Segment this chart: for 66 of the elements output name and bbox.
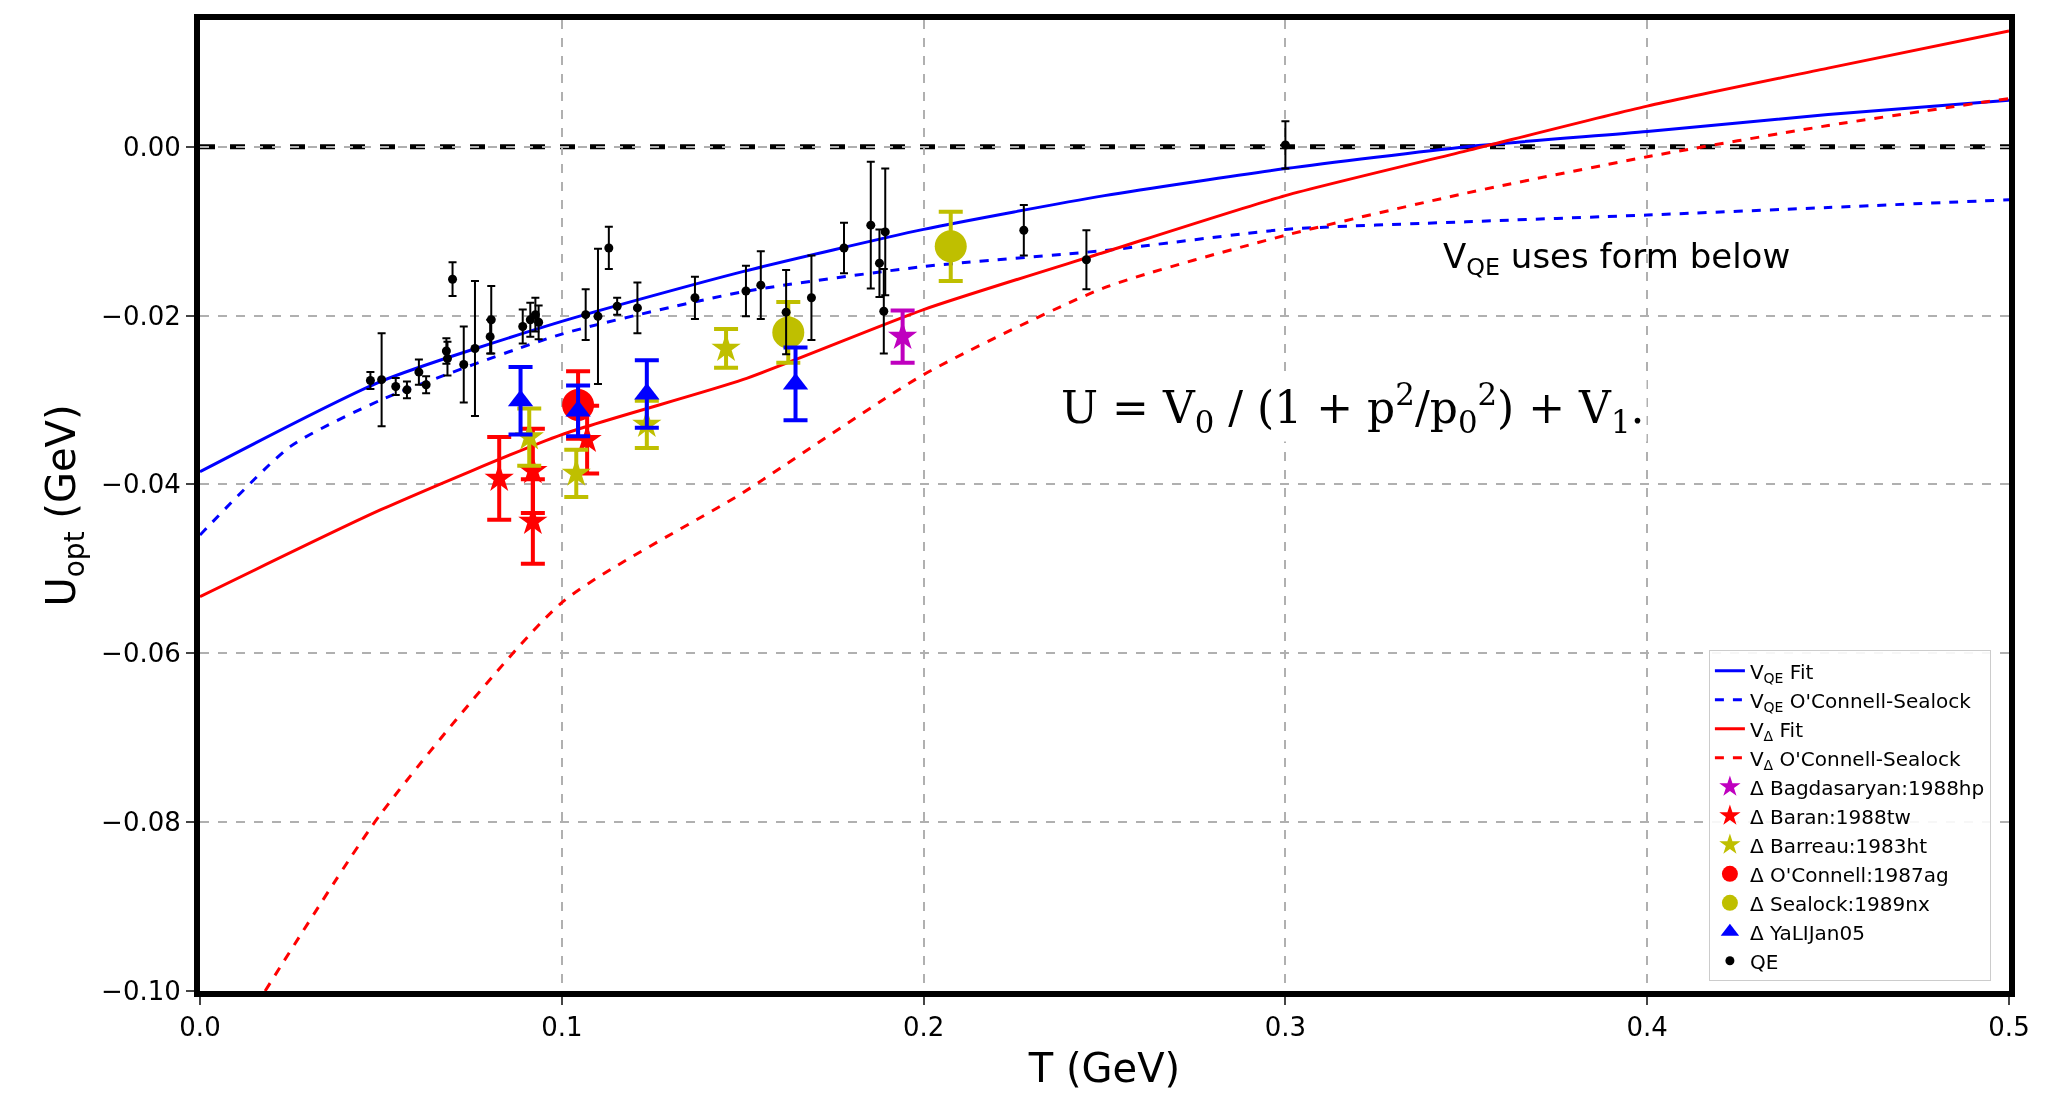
y-tick-label: 0.00 [122,131,181,162]
legend-label: Δ O'Connell:1987ag [1749,862,1949,887]
legend-label: V$_{Δ}$ O'Connell-Sealock [1749,746,1962,773]
point [866,220,876,230]
y-tick-label: −0.08 [101,807,181,838]
point [448,274,458,284]
point [421,380,431,390]
point [1019,225,1029,235]
x-tick-label: 0.4 [1626,1012,1668,1043]
y-tick-label: −0.10 [101,976,181,1007]
point [879,306,889,316]
point [1280,140,1290,150]
y-tick-label: −0.06 [101,638,181,669]
legend-label: Δ Baran:1988tw [1749,804,1911,829]
point [485,332,495,342]
point [593,311,603,321]
legend-label: Δ Sealock:1989nx [1749,891,1930,916]
point [690,293,700,303]
point [772,316,805,349]
y-tick-label: −0.02 [101,300,181,331]
x-axis-title: T (GeV) [1027,1045,1181,1092]
line-series [200,98,2009,474]
line-series [200,29,2009,599]
point [806,293,816,303]
point [880,227,890,237]
point [604,243,614,253]
point [459,359,469,369]
legend-label: Δ Bagdasaryan:1988hp [1749,775,1985,800]
line-series [263,97,2009,991]
legend-label: V$_{QE}$ O'Connell-Sealock [1749,688,1972,715]
point [441,346,451,356]
point [486,315,496,325]
point [365,376,375,386]
point [391,381,401,391]
point [534,317,544,327]
annotation: V$_{QE}$ uses form below [1443,236,1791,282]
point [874,258,884,268]
x-tick-label: 0.1 [541,1012,583,1043]
point [470,343,480,353]
point [414,367,424,377]
point [781,307,791,317]
text: U = V$_{0}$ / (1 + p$^{2}$/p$_{0}$$^{2}$) + V$_{1}$. [1061,376,1645,440]
point [377,375,387,385]
legend-label: V$_{QE}$ Fit [1749,659,1814,686]
point [518,322,528,331]
point [402,385,412,395]
y-tick-label: −0.04 [101,469,181,500]
x-tick-label: 0.3 [1264,1012,1307,1043]
point [632,303,642,313]
point [839,243,849,253]
x-tick-label: 0.5 [1988,1012,2030,1043]
point [756,280,766,290]
point [442,354,452,364]
point [612,301,622,311]
legend-label: Δ YaLIJan05 [1749,920,1865,945]
point [1081,255,1091,265]
point [741,286,751,296]
x-tick-label: 0.0 [179,1012,221,1043]
point [581,310,591,320]
point [934,230,967,263]
point [530,310,540,320]
line-series [200,198,2009,537]
legend-label: QE [1749,949,1779,974]
legend-label: Δ Barreau:1983ht [1749,833,1928,858]
legend-label: V$_{Δ}$ Fit [1749,717,1804,744]
x-tick-label: 0.2 [902,1012,945,1043]
